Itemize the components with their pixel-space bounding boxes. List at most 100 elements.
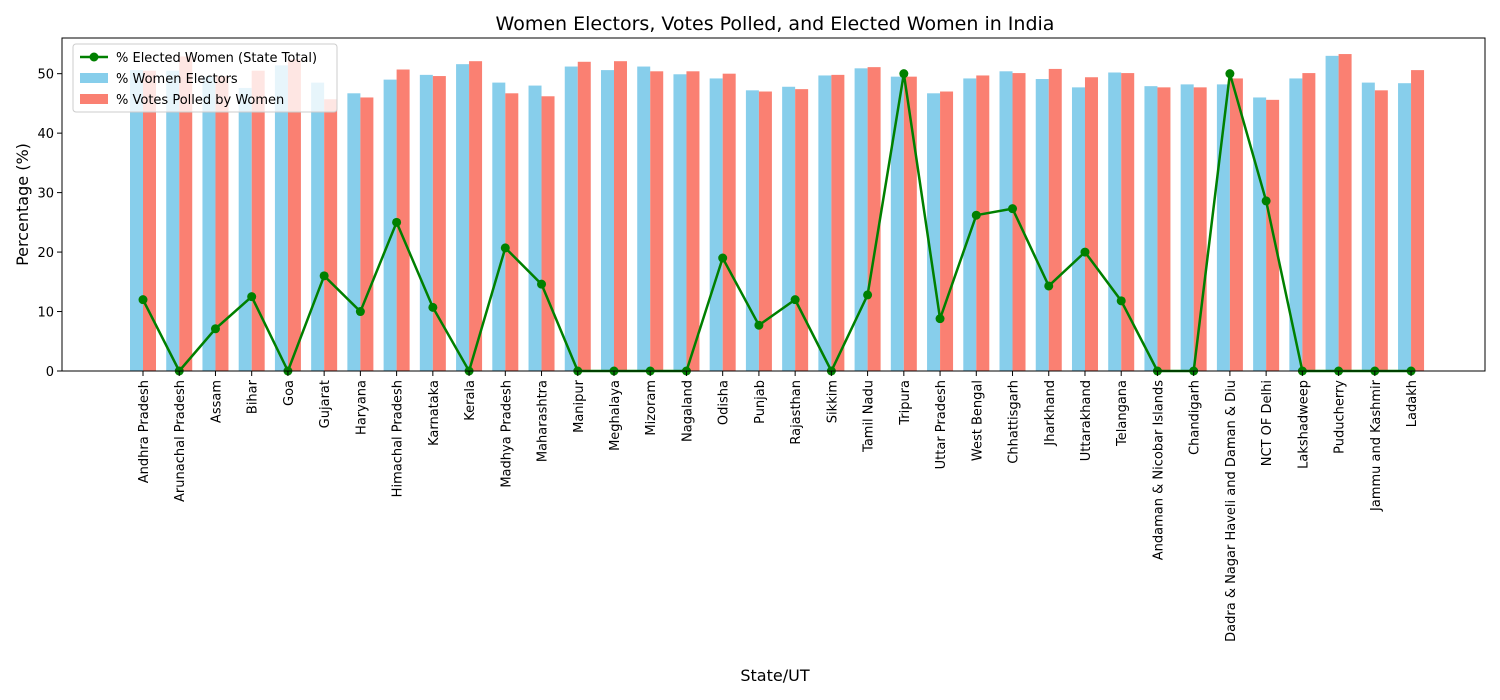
x-tick-label: NCT OF Delhi bbox=[1260, 380, 1275, 466]
bar-women-electors bbox=[311, 82, 325, 372]
x-tick-label: Uttar Pradesh bbox=[934, 380, 949, 469]
point-elected-women bbox=[971, 210, 981, 220]
plot-frame bbox=[61, 37, 1486, 372]
bar-votes-polled bbox=[324, 99, 338, 371]
bar-women-electors bbox=[818, 75, 832, 372]
bar-women-electors bbox=[130, 70, 143, 371]
x-tick-label: Mizoram bbox=[644, 380, 659, 436]
bar-women-electors bbox=[1253, 97, 1267, 371]
x-tick-label: Madhya Pradesh bbox=[499, 380, 514, 488]
legend-label: % Women Electors bbox=[116, 72, 238, 87]
x-tick-label: Tripura bbox=[898, 380, 913, 426]
legend-label: % Votes Polled by Women bbox=[116, 93, 284, 108]
point-elected-women bbox=[1261, 196, 1271, 206]
bar-women-electors bbox=[1108, 72, 1122, 371]
bars-layer bbox=[130, 54, 1425, 372]
bar-votes-polled bbox=[1048, 68, 1062, 372]
bar-votes-polled bbox=[686, 71, 700, 372]
bar-women-electors bbox=[963, 78, 977, 371]
bar-votes-polled bbox=[1374, 90, 1388, 371]
bar-votes-polled bbox=[650, 71, 664, 372]
x-tick-label: Andaman & Nicobar Islands bbox=[1151, 380, 1166, 560]
bar-women-electors bbox=[1361, 82, 1375, 372]
bar-votes-polled bbox=[1084, 77, 1098, 371]
legend: % Elected Women (State Total) % Women Ele… bbox=[72, 43, 338, 113]
x-tick-label: Assam bbox=[209, 380, 224, 423]
x-tick-label: Chandigarh bbox=[1188, 380, 1203, 455]
x-tick-label: Punjab bbox=[753, 380, 768, 424]
x-tick-label: Ladakh bbox=[1405, 380, 1420, 427]
x-tick-label: Haryana bbox=[354, 380, 369, 435]
bar-women-electors bbox=[890, 76, 904, 371]
point-elected-women bbox=[392, 217, 402, 227]
bar-women-electors bbox=[1325, 55, 1339, 371]
bar-women-electors bbox=[1035, 79, 1049, 371]
bar-votes-polled bbox=[215, 76, 229, 372]
bar-votes-polled bbox=[1411, 70, 1425, 371]
point-elected-women bbox=[1225, 69, 1235, 79]
chart-title: Women Electors, Votes Polled, and Electe… bbox=[496, 13, 1055, 35]
point-elected-women bbox=[790, 295, 800, 305]
bar-women-electors bbox=[637, 66, 651, 372]
legend-swatch-marker bbox=[89, 52, 99, 62]
x-tick-label: Meghalaya bbox=[608, 380, 623, 451]
bar-votes-polled bbox=[505, 93, 519, 371]
x-tick-label: Gujarat bbox=[318, 380, 333, 428]
x-tick-label: Karnataka bbox=[427, 380, 442, 446]
bar-votes-polled bbox=[251, 70, 265, 372]
legend-swatch bbox=[80, 94, 108, 104]
point-elected-women bbox=[754, 320, 764, 330]
x-tick-label: Jammu and Kashmir bbox=[1369, 379, 1384, 512]
point-elected-women bbox=[899, 69, 909, 79]
y-tick-label: 20 bbox=[37, 246, 54, 261]
bar-votes-polled bbox=[867, 67, 881, 371]
point-elected-women bbox=[718, 253, 728, 263]
bar-votes-polled bbox=[1193, 87, 1207, 372]
x-tick-label: Sikkim bbox=[825, 380, 840, 423]
point-elected-women bbox=[1008, 204, 1018, 214]
point-elected-women bbox=[319, 271, 329, 281]
x-tick-label: Puducherry bbox=[1333, 380, 1348, 454]
x-tick-label: Rajasthan bbox=[789, 380, 804, 445]
legend-swatch bbox=[80, 73, 108, 83]
bar-votes-polled bbox=[143, 70, 156, 372]
bar-votes-polled bbox=[469, 61, 483, 371]
point-elected-women bbox=[428, 302, 438, 312]
bar-votes-polled bbox=[903, 76, 917, 371]
x-tick-label: Bihar bbox=[246, 379, 261, 414]
y-tick-label: 50 bbox=[37, 68, 54, 83]
x-tick-label: Manipur bbox=[572, 379, 587, 433]
point-elected-women bbox=[1044, 281, 1054, 291]
x-tick-label: Himachal Pradesh bbox=[391, 380, 406, 497]
y-tick-label: 10 bbox=[37, 306, 54, 321]
line-elected-women bbox=[141, 73, 1412, 375]
x-tick-label: Maharashtra bbox=[536, 380, 551, 462]
bar-votes-polled bbox=[976, 75, 990, 372]
bar-votes-polled bbox=[831, 74, 845, 371]
x-tick-label: Nagaland bbox=[680, 380, 695, 442]
bar-women-electors bbox=[238, 87, 252, 371]
bar-women-electors bbox=[528, 85, 542, 372]
bar-women-electors bbox=[673, 74, 687, 371]
bar-women-electors bbox=[709, 78, 723, 371]
x-tick-label: Kerala bbox=[463, 380, 478, 421]
bar-votes-polled bbox=[940, 91, 954, 372]
bar-women-electors bbox=[1071, 87, 1085, 372]
bar-women-electors bbox=[347, 93, 361, 371]
bar-women-electors bbox=[564, 66, 578, 372]
bar-women-electors bbox=[383, 79, 397, 371]
bar-votes-polled bbox=[613, 61, 627, 371]
bar-votes-polled bbox=[287, 59, 301, 372]
bar-women-electors bbox=[745, 90, 759, 371]
bar-votes-polled bbox=[577, 61, 591, 372]
bar-women-electors bbox=[600, 70, 614, 371]
x-axis-label: State/UT bbox=[740, 666, 809, 685]
bar-votes-polled bbox=[432, 76, 446, 372]
x-tick-label: Jharkhand bbox=[1043, 380, 1058, 447]
bar-votes-polled bbox=[541, 96, 555, 372]
point-elected-women bbox=[138, 295, 148, 305]
bar-women-electors bbox=[1289, 78, 1303, 371]
y-tick-label: 30 bbox=[37, 187, 54, 202]
bar-votes-polled bbox=[1121, 73, 1135, 372]
